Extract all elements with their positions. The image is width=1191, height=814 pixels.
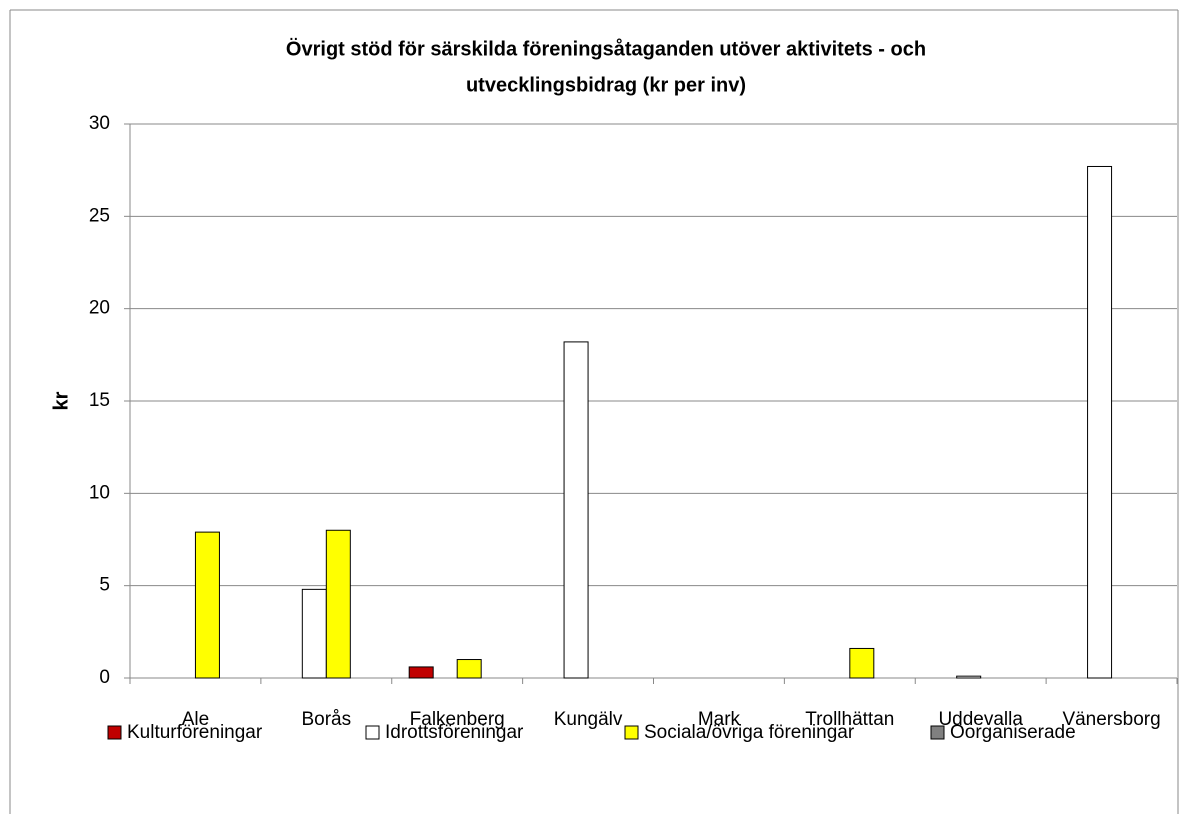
bar: [1087, 165, 1113, 679]
bar: [456, 659, 482, 679]
y-tick-label: 30: [89, 113, 110, 134]
x-tick-label: Ale: [182, 709, 209, 730]
x-tick-label: Vänersborg: [1062, 709, 1160, 730]
bar: [956, 675, 982, 679]
y-tick-label: 5: [99, 575, 110, 596]
bar: [194, 531, 220, 679]
legend-swatch: [365, 725, 380, 740]
bar: [325, 529, 351, 679]
y-tick-label: 10: [89, 482, 110, 503]
x-tick-label: Borås: [301, 709, 351, 730]
y-tick-label: 0: [99, 667, 110, 688]
chart-title: Övrigt stöd för särskilda föreningsåtaga…: [286, 37, 926, 60]
bar: [408, 666, 434, 679]
y-tick-label: 25: [89, 205, 110, 226]
x-tick-label: Kungälv: [554, 709, 623, 730]
chart-title: utvecklingsbidrag (kr per inv): [466, 74, 746, 96]
legend-label: Oorganiserade: [950, 722, 1076, 743]
x-tick-label: Mark: [698, 709, 741, 730]
x-tick-label: Falkenberg: [410, 709, 505, 730]
x-tick-label: Uddevalla: [938, 709, 1023, 730]
y-axis-label: kr: [50, 391, 72, 410]
bar: [301, 588, 327, 679]
legend-label: Sociala/övriga föreningar: [644, 722, 855, 743]
legend-label: Idrottsföreningar: [385, 722, 524, 743]
legend-label: Kulturföreningar: [127, 722, 263, 743]
legend-swatch: [107, 725, 122, 740]
y-tick-label: 20: [89, 298, 110, 319]
legend-swatch: [930, 725, 945, 740]
bar: [849, 647, 875, 679]
legend-swatch: [624, 725, 639, 740]
bar: [563, 341, 589, 679]
y-tick-label: 15: [89, 390, 110, 411]
x-tick-label: Trollhättan: [805, 709, 894, 730]
